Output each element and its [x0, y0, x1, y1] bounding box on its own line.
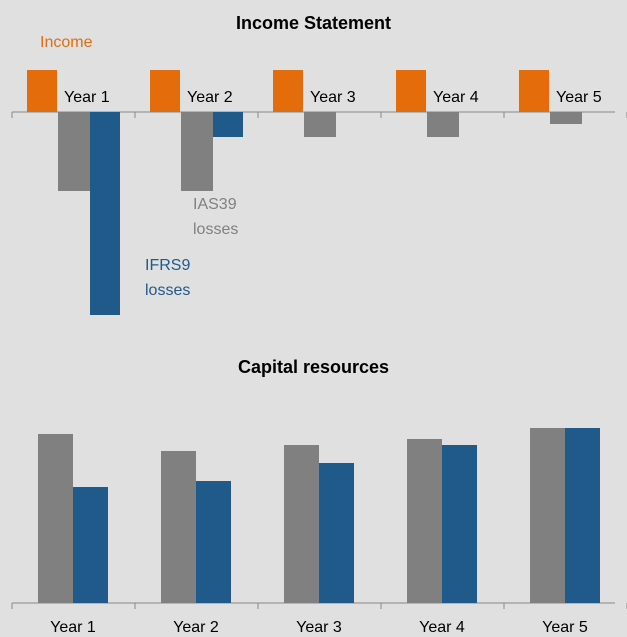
bar [284, 445, 319, 603]
x-tick-label: Year 2 [173, 619, 219, 636]
bar [196, 481, 231, 603]
bar [427, 112, 459, 137]
series-label: IFRS9 losses [145, 257, 191, 299]
bar [550, 112, 582, 124]
x-tick-label: Year 5 [542, 619, 588, 636]
x-tick-label: Year 1 [50, 619, 96, 636]
series-label: IAS39 losses [193, 196, 239, 238]
bar [319, 463, 354, 603]
bar [150, 70, 180, 112]
bar [565, 428, 600, 603]
bar [396, 70, 426, 112]
bar [90, 112, 120, 315]
bar [161, 451, 196, 603]
bar [181, 112, 213, 191]
x-tick-label: Year 5 [556, 89, 602, 106]
bar [407, 439, 442, 603]
x-tick-label: Year 4 [419, 619, 465, 636]
bar [27, 70, 57, 112]
bar [304, 112, 336, 137]
bar [73, 487, 108, 603]
chart-title: Income Statement [235, 13, 392, 33]
series-label: Income [40, 34, 93, 51]
x-tick-label: Year 3 [296, 619, 342, 636]
x-tick-label: Year 2 [187, 89, 233, 106]
x-tick-label: Year 3 [310, 89, 356, 106]
bar [213, 112, 243, 137]
bar [530, 428, 565, 603]
bar [38, 434, 73, 603]
chart-title: Capital resources [237, 357, 390, 377]
x-tick-label: Year 1 [64, 89, 110, 106]
bar [442, 445, 477, 603]
x-tick-label: Year 4 [433, 89, 479, 106]
bar [58, 112, 90, 191]
bar [273, 70, 303, 112]
bar [519, 70, 549, 112]
